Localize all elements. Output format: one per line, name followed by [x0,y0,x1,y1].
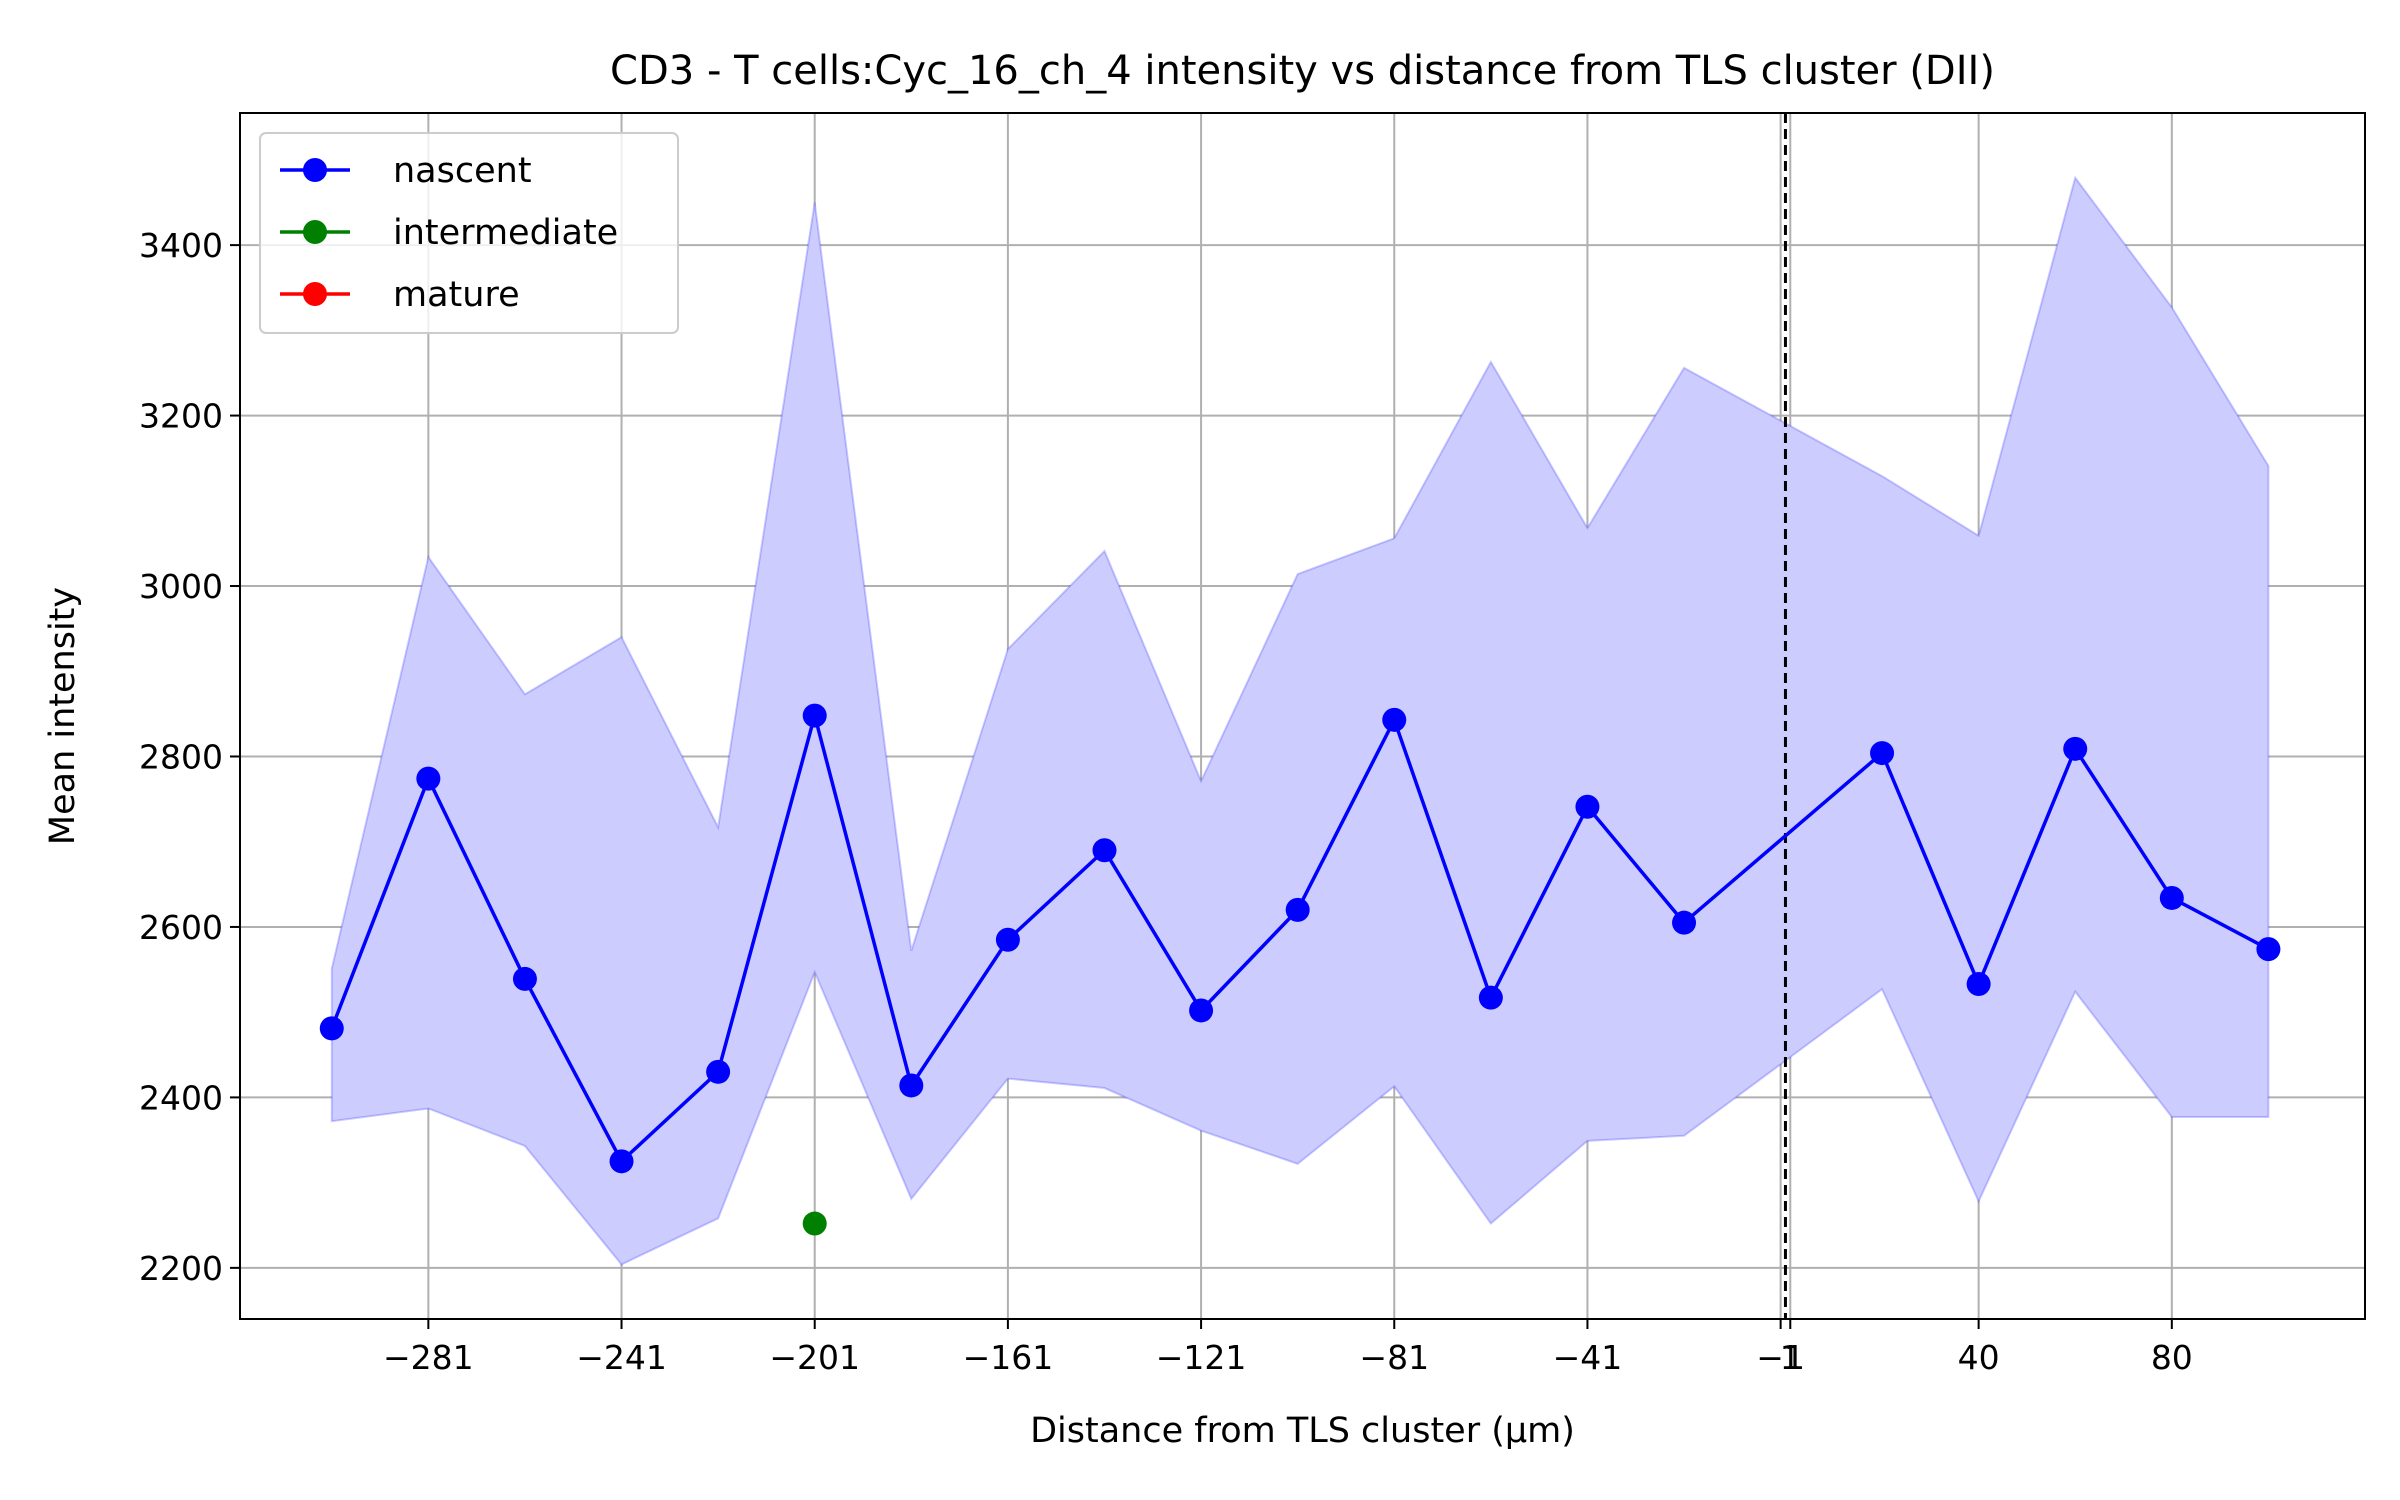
legend-box [259,132,679,334]
data-point-nascent [609,1149,634,1174]
x-tick-label: −41 [1553,1338,1623,1377]
data-point-nascent [2063,736,2088,761]
data-point-nascent [2159,885,2184,910]
x-tick-label: −81 [1359,1338,1429,1377]
data-point-nascent [899,1073,924,1098]
data-point-nascent [1285,897,1310,922]
data-point-nascent [1382,707,1407,732]
x-tick-label: −121 [1156,1338,1247,1377]
x-tick-label: −281 [383,1338,474,1377]
data-point-nascent [1966,972,1991,997]
data-point-nascent [319,1016,344,1041]
chart-title: CD3 - T cells:Cyc_16_ch_4 intensity vs d… [610,48,1995,94]
legend: nascent intermediate mature [259,132,679,334]
legend-label-intermediate: intermediate [393,213,618,253]
x-tick-label: 40 [1958,1338,2000,1377]
legend-label-nascent: nascent [393,151,532,191]
data-point-intermediate [802,1211,827,1236]
data-point-nascent [512,966,537,991]
data-point-nascent [1189,998,1214,1023]
x-tick-label: −161 [963,1338,1054,1377]
data-point-nascent [1092,838,1117,863]
x-axis-label: Distance from TLS cluster (μm) [1030,1411,1575,1451]
y-tick-label: 2800 [139,737,223,776]
x-tick-label: 1 [1780,1338,1801,1377]
y-tick-label: 2400 [139,1078,223,1117]
y-tick-label: 3000 [139,567,223,606]
data-point-nascent [1478,985,1503,1010]
y-tick-label: 3200 [139,397,223,436]
y-axis-label: Mean intensity [43,587,83,845]
plot-frame [239,112,2366,1320]
data-point-nascent [2256,937,2281,962]
y-tick-label: 2600 [139,908,223,947]
y-tick-label: 2200 [139,1249,223,1288]
data-point-nascent [706,1059,731,1084]
axis-ticks: −281 −241 −201 −161 −121 −81 −41 −11 40 80 2200 240… [139,226,2193,1377]
legend-marker-mature [303,282,327,306]
y-tick-label: 3400 [139,226,223,265]
x-tick-label: −1 [1756,1338,1805,1377]
legend-label-mature: mature [393,275,520,315]
legend-marker-nascent [303,158,327,182]
data-point-nascent [995,927,1020,952]
data-point-nascent [416,766,441,791]
data-point-nascent [1672,910,1697,935]
series-lines [319,703,2281,1236]
series-line-nascent [330,708,2270,1165]
legend-marker-intermediate [303,220,327,244]
data-point-nascent [802,703,827,728]
data-point-nascent [1870,741,1895,766]
x-tick-label: 80 [2151,1338,2193,1377]
data-point-nascent [1575,794,1600,819]
x-tick-label: −201 [769,1338,860,1377]
x-tick-label: −241 [576,1338,667,1377]
